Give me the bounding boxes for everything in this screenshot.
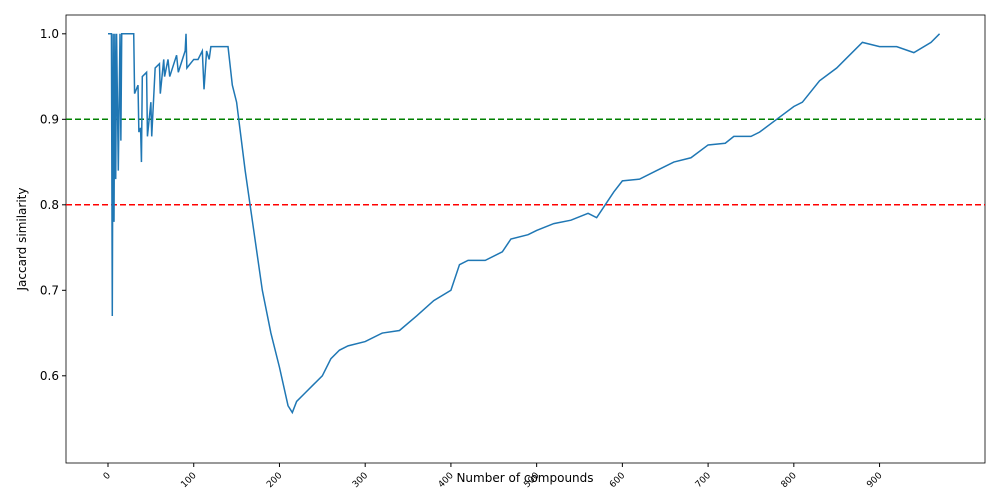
x-tick-label: 0 bbox=[102, 471, 113, 482]
y-axis-label: Jaccard similarity bbox=[15, 188, 29, 292]
x-tick-label: 400 bbox=[437, 471, 456, 490]
y-tick-label: 0.9 bbox=[40, 112, 59, 126]
y-tick-label: 0.8 bbox=[40, 198, 59, 212]
data-line bbox=[108, 33, 941, 415]
plot-frame bbox=[65, 14, 986, 464]
y-tick-label: 1.0 bbox=[40, 27, 59, 41]
x-tick-label: 800 bbox=[780, 471, 799, 490]
y-tick-label: 0.6 bbox=[40, 369, 59, 383]
x-tick-label: 600 bbox=[608, 471, 627, 490]
x-axis-label: Number of compounds bbox=[456, 471, 593, 485]
x-tick-label: 900 bbox=[865, 471, 884, 490]
x-tick-label: 300 bbox=[351, 471, 370, 490]
x-tick-label: 100 bbox=[179, 471, 198, 490]
x-tick-label: 700 bbox=[694, 471, 713, 490]
x-tick-label: 200 bbox=[265, 471, 284, 490]
y-tick-label: 0.7 bbox=[40, 283, 59, 297]
